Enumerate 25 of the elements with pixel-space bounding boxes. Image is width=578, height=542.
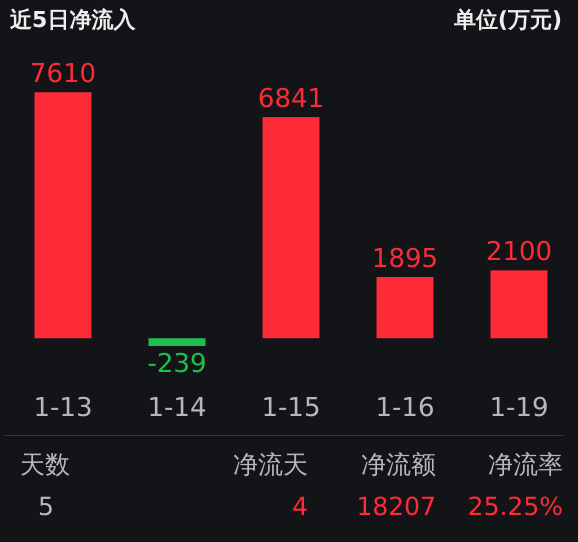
x-tick-label: 1-19 [489,393,549,424]
text: 5 [38,492,54,521]
bar [490,270,548,338]
bar [148,338,206,346]
x-tick-label: 1-15 [261,393,321,424]
text: 天数 [20,449,70,481]
text: 18207 [356,492,436,521]
data-label: 2100 [486,237,552,268]
bar [262,117,320,338]
data-label: 6841 [258,84,324,114]
text: 单位(万元) [454,7,562,35]
text: 25.25% [468,492,563,521]
x-tick-label: 1-14 [147,393,207,424]
chart-title: 近5日净流入 [10,6,136,35]
x-tick-label: 1-16 [375,393,435,424]
bar [376,277,434,338]
data-label: 1895 [372,244,438,274]
text: 净流率 [488,449,563,481]
text: 4 [292,492,308,521]
text: 净流天 [233,449,308,481]
data-label: 7610 [30,58,96,89]
text: 净流额 [361,449,436,481]
data-label: -239 [147,348,207,379]
bar [34,92,92,338]
x-tick-label: 1-13 [33,393,93,424]
